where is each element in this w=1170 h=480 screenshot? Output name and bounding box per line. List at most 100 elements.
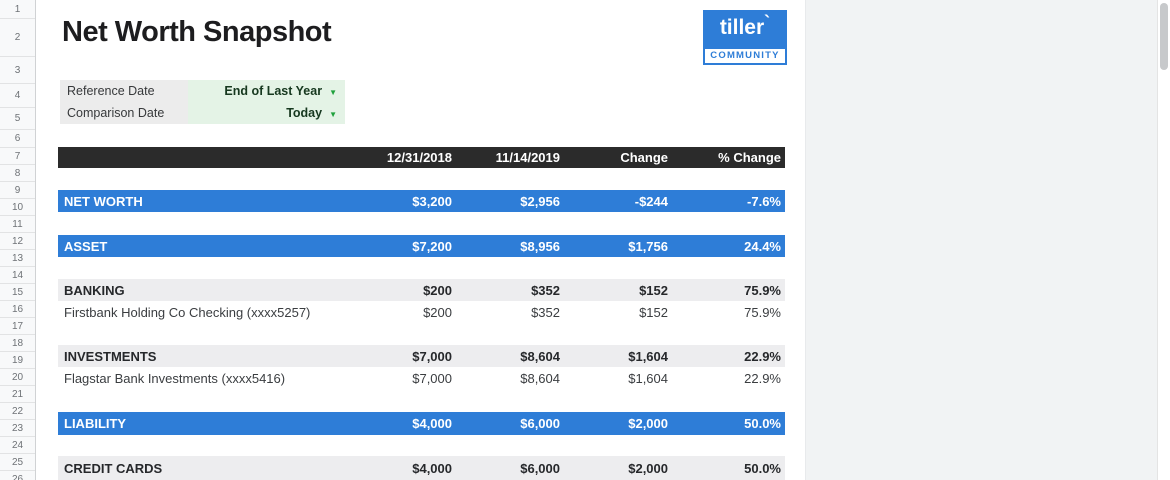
header-col-change[interactable]: Change — [620, 150, 668, 165]
row-number: 9 — [14, 184, 21, 196]
row-label-cell[interactable]: ASSET — [64, 238, 108, 254]
chevron-down-icon[interactable]: ▼ — [329, 87, 337, 97]
value-cell[interactable]: $6,000 — [520, 416, 560, 431]
row-number: 17 — [11, 320, 24, 332]
row-number: 24 — [11, 439, 24, 451]
row-label-cell[interactable]: CREDIT CARDS — [64, 460, 163, 476]
chevron-down-icon[interactable]: ▼ — [329, 109, 337, 119]
row-number: 10 — [11, 201, 24, 213]
row-header[interactable]: 9 — [0, 182, 35, 199]
row-number: 15 — [11, 286, 24, 298]
row-header[interactable]: 23 — [0, 420, 35, 437]
reference-date-dropdown[interactable]: End of Last Year ▼ — [188, 80, 345, 102]
value-cell[interactable]: $4,000 — [412, 416, 452, 431]
value-cell[interactable]: $352 — [531, 282, 560, 298]
row-header[interactable]: 26 — [0, 471, 35, 480]
row-net-worth: NET WORTH $3,200 $2,956 -$244 -7.6% — [58, 190, 785, 212]
row-label-cell[interactable]: INVESTMENTS — [64, 348, 157, 364]
row-header[interactable]: 12 — [0, 233, 35, 250]
value-cell[interactable]: $7,200 — [412, 238, 452, 254]
value-cell[interactable]: $8,604 — [520, 370, 560, 386]
row-number: 14 — [11, 269, 24, 281]
value-cell[interactable]: 50.0% — [744, 416, 781, 431]
row-header[interactable]: 5 — [0, 108, 35, 130]
value-cell[interactable]: $7,000 — [412, 370, 452, 386]
row-credit-cards: CREDIT CARDS $4,000 $6,000 $2,000 50.0% — [58, 456, 785, 480]
row-number: 26 — [11, 473, 24, 480]
row-header[interactable]: 4 — [0, 84, 35, 108]
value-cell[interactable]: $152 — [639, 304, 668, 320]
row-header[interactable]: 8 — [0, 165, 35, 182]
row-number: 1 — [14, 3, 21, 15]
row-header[interactable]: 6 — [0, 130, 35, 148]
row-number: 6 — [14, 133, 21, 144]
row-header[interactable]: 20 — [0, 369, 35, 386]
value-cell[interactable]: $4,000 — [412, 460, 452, 476]
header-col-reference-date[interactable]: 12/31/2018 — [386, 150, 452, 165]
header-col-pct-change[interactable]: % Change — [718, 150, 781, 165]
row-label-cell[interactable]: NET WORTH — [64, 193, 143, 209]
row-header[interactable]: 2 — [0, 19, 35, 57]
row-number: 7 — [14, 150, 21, 162]
row-number: 11 — [12, 218, 23, 230]
row-header[interactable]: 18 — [0, 335, 35, 352]
row-number: 18 — [11, 337, 24, 349]
value-cell[interactable]: $1,756 — [628, 238, 668, 254]
row-number: 2 — [14, 32, 21, 43]
row-label-cell[interactable]: BANKING — [64, 282, 125, 298]
row-header[interactable]: 1 — [0, 0, 35, 19]
row-number: 20 — [11, 371, 24, 383]
row-header[interactable]: 3 — [0, 57, 35, 84]
value-cell[interactable]: $1,604 — [628, 370, 668, 386]
reference-date-label: Reference Date — [60, 80, 188, 102]
row-investments: INVESTMENTS $7,000 $8,604 $1,604 22.9% — [58, 345, 785, 367]
row-number: 12 — [11, 235, 24, 247]
value-cell[interactable]: $6,000 — [520, 460, 560, 476]
value-cell[interactable]: $8,956 — [520, 238, 560, 254]
row-header[interactable]: 21 — [0, 386, 35, 403]
row-header[interactable]: 15 — [0, 284, 35, 301]
value-cell[interactable]: 24.4% — [744, 238, 781, 254]
scrollbar-thumb[interactable] — [1160, 3, 1168, 70]
row-header[interactable]: 11 — [0, 216, 35, 233]
table-header-row: 12/31/2018 11/14/2019 Change % Change — [58, 147, 785, 168]
tiller-logo-tick: ` — [764, 12, 771, 32]
row-header[interactable]: 16 — [0, 301, 35, 318]
row-header[interactable]: 17 — [0, 318, 35, 335]
header-col-comparison-date[interactable]: 11/14/2019 — [495, 150, 560, 165]
value-cell[interactable]: 22.9% — [744, 348, 781, 364]
row-header[interactable]: 19 — [0, 352, 35, 369]
row-label-cell[interactable]: Firstbank Holding Co Checking (xxxx5257) — [64, 304, 311, 320]
row-header[interactable]: 10 — [0, 199, 35, 216]
value-cell[interactable]: 75.9% — [744, 304, 781, 320]
comparison-date-value: Today — [286, 106, 323, 120]
row-header[interactable]: 7 — [0, 148, 35, 165]
value-cell[interactable]: 75.9% — [744, 282, 781, 298]
value-cell[interactable]: 22.9% — [744, 370, 781, 386]
value-cell[interactable]: $352 — [531, 304, 560, 320]
value-cell[interactable]: $8,604 — [520, 348, 560, 364]
value-cell[interactable]: $200 — [423, 304, 452, 320]
row-label-cell[interactable]: LIABILITY — [64, 416, 127, 431]
vertical-scrollbar[interactable] — [1157, 0, 1170, 480]
value-cell[interactable]: $2,000 — [628, 460, 668, 476]
row-number: 25 — [11, 456, 24, 468]
row-header[interactable]: 22 — [0, 403, 35, 420]
comparison-date-dropdown[interactable]: Today ▼ — [188, 102, 345, 124]
value-cell[interactable]: $200 — [423, 282, 452, 298]
value-cell[interactable]: $2,956 — [520, 193, 560, 209]
value-cell[interactable]: 50.0% — [744, 460, 781, 476]
row-label-cell[interactable]: Flagstar Bank Investments (xxxx5416) — [64, 370, 286, 386]
value-cell[interactable]: -7.6% — [747, 193, 781, 209]
value-cell[interactable]: $2,000 — [628, 416, 668, 431]
value-cell[interactable]: $1,604 — [628, 348, 668, 364]
row-header[interactable]: 13 — [0, 250, 35, 267]
row-header[interactable]: 14 — [0, 267, 35, 284]
value-cell[interactable]: -$244 — [634, 193, 668, 209]
row-header[interactable]: 24 — [0, 437, 35, 454]
value-cell[interactable]: $7,000 — [412, 348, 452, 364]
row-number: 4 — [14, 90, 21, 101]
value-cell[interactable]: $3,200 — [412, 193, 452, 209]
row-header[interactable]: 25 — [0, 454, 35, 471]
value-cell[interactable]: $152 — [639, 282, 668, 298]
